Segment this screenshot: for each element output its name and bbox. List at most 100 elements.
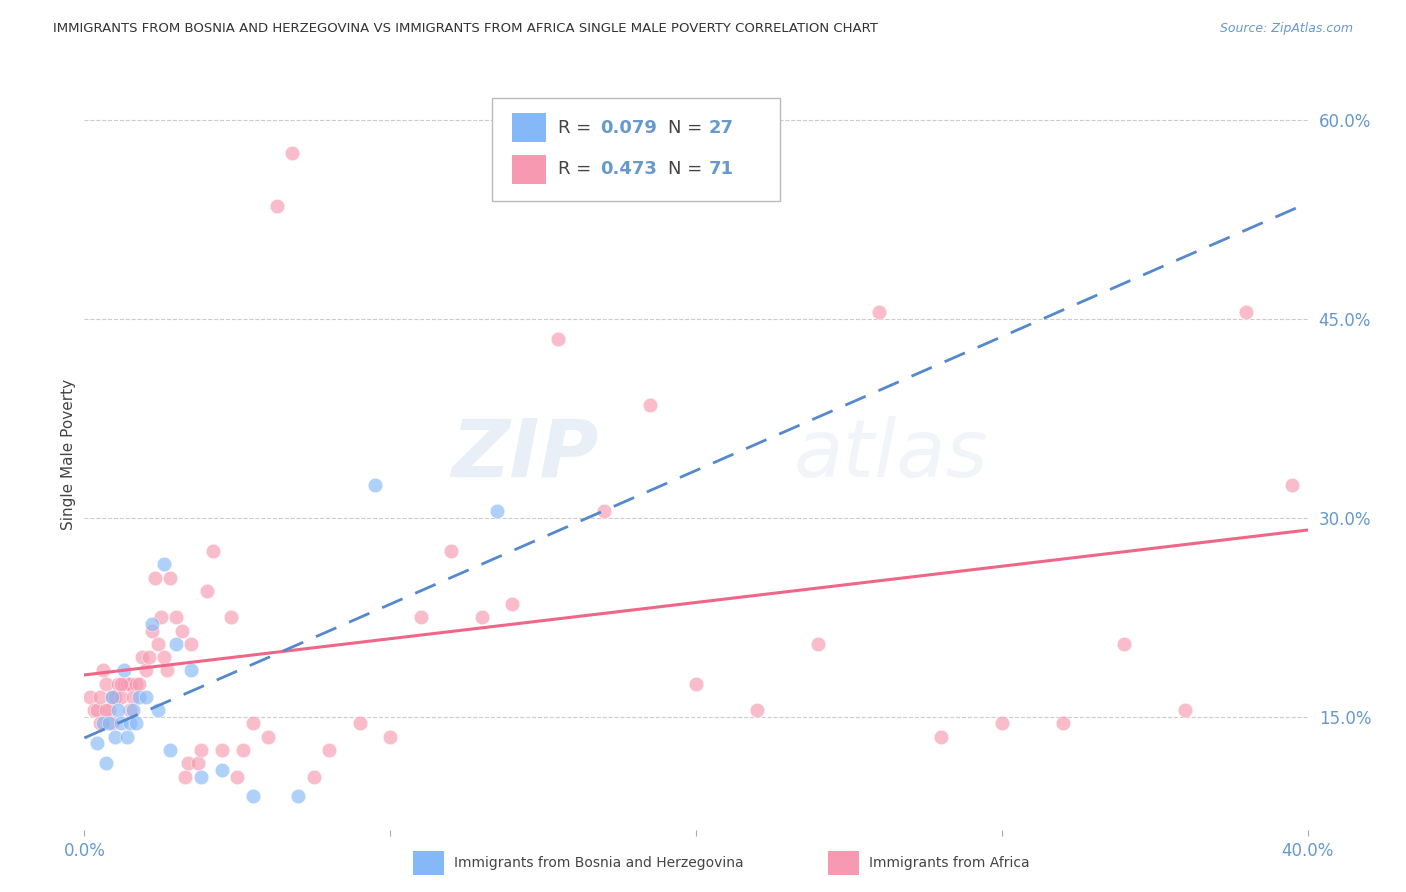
Point — [125, 676, 148, 690]
Point — [83, 703, 105, 717]
Point — [232, 743, 254, 757]
Point — [94, 676, 117, 690]
Point — [190, 770, 212, 784]
Point — [125, 716, 148, 731]
Point — [159, 743, 181, 757]
Point — [211, 763, 233, 777]
Point — [1236, 305, 1258, 319]
Point — [266, 199, 288, 213]
Point — [101, 690, 124, 704]
Text: N =: N = — [668, 161, 707, 178]
Point — [94, 756, 117, 771]
Text: 71: 71 — [709, 161, 734, 178]
Point — [112, 676, 135, 690]
Point — [302, 770, 325, 784]
Point — [409, 610, 432, 624]
Point — [1174, 703, 1197, 717]
Point — [120, 676, 142, 690]
Point — [807, 637, 830, 651]
Point — [242, 789, 264, 804]
Text: ZIP: ZIP — [451, 416, 598, 494]
Point — [440, 544, 463, 558]
Point — [115, 730, 138, 744]
Point — [380, 730, 402, 744]
Point — [156, 664, 179, 678]
Point — [131, 650, 153, 665]
Point — [242, 716, 264, 731]
Point — [486, 504, 509, 518]
Point — [349, 716, 371, 731]
Point — [141, 617, 163, 632]
Text: IMMIGRANTS FROM BOSNIA AND HERZEGOVINA VS IMMIGRANTS FROM AFRICA SINGLE MALE POV: IMMIGRANTS FROM BOSNIA AND HERZEGOVINA V… — [53, 22, 879, 36]
Point — [104, 690, 127, 704]
Point — [211, 743, 233, 757]
Point — [281, 146, 304, 161]
Text: 0.473: 0.473 — [600, 161, 657, 178]
Point — [638, 398, 661, 412]
Text: R =: R = — [558, 119, 598, 136]
Point — [159, 571, 181, 585]
Point — [94, 703, 117, 717]
Text: 27: 27 — [709, 119, 734, 136]
Point — [89, 716, 111, 731]
Point — [1052, 716, 1074, 731]
Point — [110, 676, 132, 690]
Text: N =: N = — [668, 119, 707, 136]
Point — [91, 664, 114, 678]
Point — [146, 703, 169, 717]
Point — [1114, 637, 1136, 651]
Point — [257, 730, 280, 744]
Point — [89, 690, 111, 704]
Point — [172, 624, 194, 638]
Point — [153, 650, 176, 665]
Point — [547, 332, 569, 346]
Point — [177, 756, 200, 771]
Point — [141, 624, 163, 638]
Point — [287, 789, 309, 804]
Point — [120, 703, 142, 717]
Point — [79, 690, 101, 704]
Text: 0.079: 0.079 — [600, 119, 657, 136]
Point — [128, 690, 150, 704]
Point — [471, 610, 494, 624]
Point — [195, 583, 218, 598]
Point — [153, 558, 176, 572]
Point — [502, 597, 524, 611]
Point — [135, 664, 157, 678]
Point — [146, 637, 169, 651]
Point — [364, 477, 387, 491]
Text: Immigrants from Africa: Immigrants from Africa — [869, 856, 1029, 871]
Point — [101, 690, 124, 704]
Point — [186, 756, 208, 771]
Point — [165, 637, 187, 651]
Point — [97, 703, 120, 717]
Point — [190, 743, 212, 757]
Point — [1281, 477, 1303, 491]
Point — [110, 716, 132, 731]
Point — [165, 610, 187, 624]
Point — [128, 676, 150, 690]
Point — [685, 676, 707, 690]
Point — [122, 690, 145, 704]
Point — [149, 610, 172, 624]
Point — [929, 730, 952, 744]
Point — [138, 650, 160, 665]
Point — [143, 571, 166, 585]
Point — [86, 703, 108, 717]
Point — [86, 736, 108, 750]
Point — [201, 544, 224, 558]
Point — [180, 664, 202, 678]
Point — [135, 690, 157, 704]
Point — [122, 703, 145, 717]
Point — [219, 610, 242, 624]
Point — [180, 637, 202, 651]
Point — [97, 716, 120, 731]
Point — [747, 703, 769, 717]
Point — [107, 703, 129, 717]
Point — [104, 730, 127, 744]
Point — [174, 770, 197, 784]
Point — [593, 504, 616, 518]
Point — [112, 664, 135, 678]
Point — [318, 743, 340, 757]
Point — [120, 716, 142, 731]
